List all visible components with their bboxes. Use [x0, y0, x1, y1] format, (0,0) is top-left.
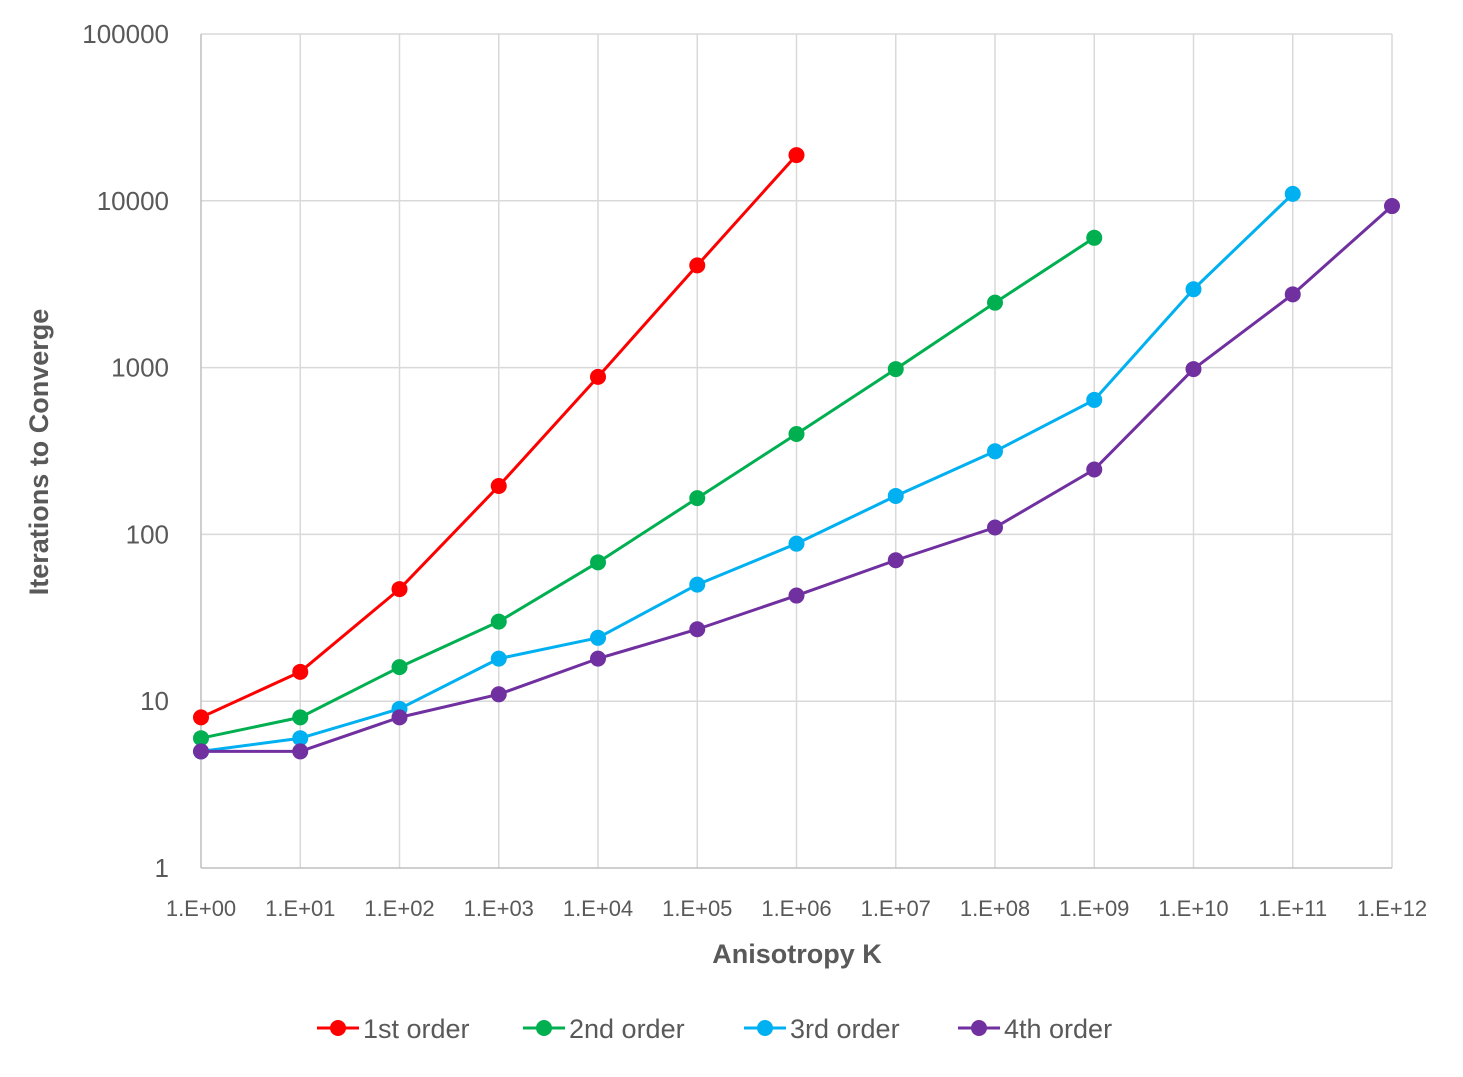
x-tick-labels: 1.E+00 1.E+01 1.E+02 1.E+03 1.E+04 1.E+05 1.E+… — [166, 896, 1427, 921]
data-point-3rd-order — [1185, 281, 1202, 298]
y-tick-label: 10 — [140, 686, 169, 716]
y-tick-labels: 1 10 100 1000 10000 100000 — [82, 19, 169, 883]
data-point-1st-order — [490, 478, 507, 495]
legend-marker-3rd-order — [757, 1020, 773, 1036]
data-point-3rd-order — [292, 730, 309, 747]
data-point-4th-order — [788, 587, 805, 604]
x-tick-label: 1.E+04 — [563, 896, 633, 921]
data-point-4th-order — [1086, 461, 1103, 478]
x-tick-label: 1.E+09 — [1059, 896, 1129, 921]
legend-marker-1st-order — [330, 1020, 346, 1036]
x-tick-label: 1.E+11 — [1258, 896, 1327, 921]
data-point-1st-order — [689, 257, 706, 274]
x-tick-label: 1.E+02 — [364, 896, 434, 921]
data-point-2nd-order — [292, 709, 309, 726]
legend-label-3rd-order: 3rd order — [790, 1014, 900, 1044]
data-point-3rd-order — [788, 535, 805, 552]
data-point-1st-order — [590, 368, 606, 385]
data-point-2nd-order — [788, 425, 805, 442]
legend-marker-4th-order — [971, 1020, 987, 1036]
data-point-4th-order — [1284, 286, 1301, 303]
data-point-4th-order — [490, 686, 507, 703]
x-axis-title: Anisotropy K — [712, 939, 882, 969]
data-point-3rd-order — [689, 576, 706, 593]
x-tick-label: 1.E+05 — [662, 896, 732, 921]
y-tick-label: 1000 — [111, 353, 169, 383]
x-tick-label: 1.E+00 — [166, 896, 236, 921]
data-point-3rd-order — [1284, 185, 1301, 202]
legend-label-2nd-order: 2nd order — [569, 1014, 685, 1044]
data-point-1st-order — [292, 663, 309, 680]
data-point-4th-order — [590, 650, 606, 667]
x-tick-label: 1.E+01 — [265, 896, 335, 921]
y-tick-label: 100 — [126, 519, 169, 549]
data-point-4th-order — [1185, 361, 1202, 378]
data-point-2nd-order — [987, 294, 1003, 311]
x-tick-label: 1.E+06 — [761, 896, 831, 921]
data-point-2nd-order — [1086, 229, 1103, 246]
data-point-1st-order — [391, 581, 408, 598]
y-tick-label: 1 — [155, 853, 169, 883]
x-tick-label: 1.E+10 — [1158, 896, 1228, 921]
data-point-2nd-order — [689, 490, 706, 507]
data-point-4th-order — [987, 519, 1003, 536]
data-point-1st-order — [788, 147, 805, 164]
axes — [200, 34, 1392, 869]
data-point-4th-order — [689, 621, 706, 638]
legend: 1st order 2nd order 3rd order 4th order — [317, 1014, 1112, 1044]
data-point-3rd-order — [590, 629, 606, 646]
series-markers — [193, 147, 1400, 760]
data-point-2nd-order — [391, 659, 408, 676]
data-point-3rd-order — [1086, 391, 1103, 408]
series-line-3rd-order — [200, 192, 1294, 753]
series-line-2nd-order — [200, 236, 1096, 740]
x-tick-label: 1.E+12 — [1357, 896, 1427, 921]
data-point-3rd-order — [887, 487, 904, 504]
data-point-1st-order — [193, 709, 209, 726]
data-point-4th-order — [887, 552, 904, 569]
x-tick-label: 1.E+07 — [861, 896, 931, 921]
data-point-2nd-order — [590, 554, 606, 571]
data-point-3rd-order — [987, 443, 1003, 460]
data-point-2nd-order — [490, 613, 507, 630]
data-point-4th-order — [292, 743, 309, 760]
y-tick-label: 100000 — [82, 19, 169, 49]
data-point-4th-order — [1384, 198, 1400, 215]
y-tick-label: 10000 — [97, 186, 169, 216]
data-point-3rd-order — [490, 650, 507, 667]
x-tick-label: 1.E+03 — [464, 896, 534, 921]
data-point-4th-order — [391, 709, 408, 726]
y-axis-title: Iterations to Converge — [24, 309, 54, 596]
x-tick-label: 1.E+08 — [960, 896, 1030, 921]
data-point-2nd-order — [193, 730, 209, 747]
legend-label-4th-order: 4th order — [1004, 1014, 1112, 1044]
legend-marker-2nd-order — [536, 1020, 552, 1036]
data-point-2nd-order — [887, 361, 904, 378]
legend-label-1st-order: 1st order — [363, 1014, 470, 1044]
data-point-4th-order — [193, 743, 209, 760]
